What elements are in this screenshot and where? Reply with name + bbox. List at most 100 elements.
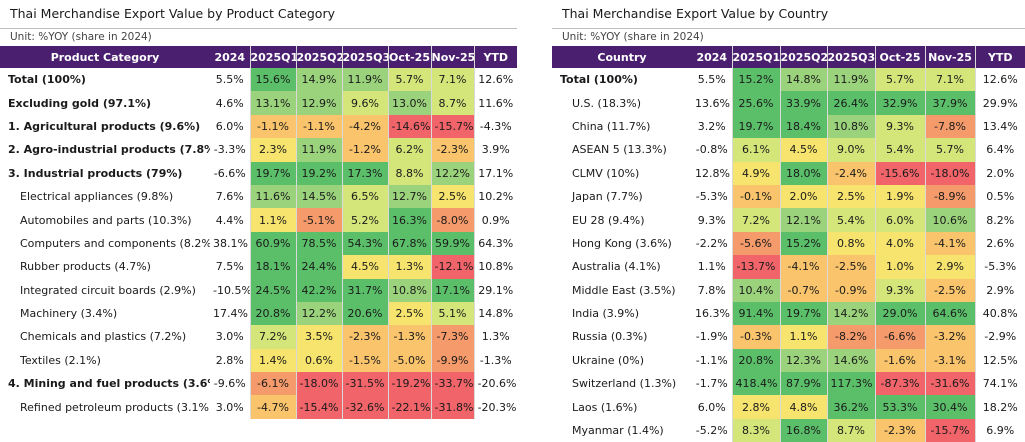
- row-label: Japan (7.7%): [572, 190, 643, 204]
- row-label: Hong Kong (3.6%): [572, 236, 672, 250]
- table-row: ASEAN 5 (13.3%) -0.8% 6.1% 4.5% 9.0% 5.4% 5.7%…: [552, 138, 1025, 162]
- value-2025q3: 2.5%: [826, 184, 875, 209]
- value-nov-25: -18.0%: [924, 161, 975, 185]
- row-label: U.S. (18.3%): [572, 96, 642, 110]
- table-row: Switzerland (1.3%) -1.7% 418.4% 87.9% 117.3%…: [552, 372, 1025, 396]
- value-2025q1: 60.9%: [249, 231, 296, 256]
- table-row: Australia (4.1%) 1.1% -13.7% -4.1% -2.5% 1.0%…: [552, 255, 1025, 279]
- value-ytd: 17.1%: [473, 161, 517, 185]
- value-2024: -5.2%: [695, 424, 728, 438]
- value-nov-25: 8.7%: [430, 91, 474, 115]
- value-2025q1: 2.3%: [249, 138, 296, 162]
- value-2025q3: 17.3%: [341, 161, 388, 185]
- table-row: Rubber products (4.7%) 7.5% 18.1% 24.4% 4.5%…: [0, 255, 517, 279]
- value-2025q3: 11.9%: [341, 68, 388, 92]
- value-2025q2: 87.9%: [779, 372, 827, 396]
- table-row: Japan (7.7%) -5.3% -0.1% 2.0% 2.5% 1.9% -8.9% 0…: [552, 184, 1025, 209]
- value-2024: 7.5%: [215, 260, 244, 274]
- product-category-panel: Thai Merchandise Export Value by Product…: [0, 0, 517, 419]
- value-2024: 7.8%: [697, 283, 726, 297]
- value-nov-25: -15.7%: [430, 114, 474, 139]
- table-row: Refined petroleum products (3.1%) 3.0% -4.…: [0, 395, 517, 419]
- value-ytd: 6.4%: [974, 138, 1025, 162]
- value-ytd: 29.1%: [473, 278, 517, 302]
- value-2025q3: 6.5%: [341, 184, 388, 209]
- table-row: Machinery (3.4%) 17.4% 20.8% 12.2% 20.6% 2.5%…: [0, 301, 517, 326]
- value-oct-25: 5.7%: [387, 68, 431, 92]
- table-row: Textiles (2.1%) 2.8% 1.4% 0.6% -1.5% -5.0% -9.…: [0, 348, 517, 373]
- value-2025q2: 3.5%: [295, 325, 342, 349]
- value-2025q1: 7.2%: [249, 325, 296, 349]
- value-ytd: 2.0%: [974, 161, 1025, 185]
- value-nov-25: -3.1%: [924, 348, 975, 373]
- value-oct-25: 1.0%: [874, 255, 925, 279]
- table-row: Russia (0.3%) -1.9% -0.3% 1.1% -8.2% -6.6% -3.…: [552, 325, 1025, 349]
- row-label: Textiles (2.1%): [20, 353, 101, 367]
- value-oct-25: 5.4%: [874, 138, 925, 162]
- value-2024: -1.7%: [695, 377, 728, 391]
- value-2024: 4.4%: [215, 213, 244, 227]
- value-2025q1: -5.6%: [731, 231, 780, 256]
- value-2024: 4.6%: [215, 96, 244, 110]
- value-2025q3: 26.4%: [826, 91, 875, 115]
- value-oct-25: -6.6%: [874, 325, 925, 349]
- value-2025q2: 33.9%: [779, 91, 827, 115]
- value-nov-25: 37.9%: [924, 91, 975, 115]
- value-2025q3: 117.3%: [826, 372, 875, 396]
- row-label: Laos (1.6%): [572, 400, 638, 414]
- value-2025q1: -0.3%: [731, 325, 780, 349]
- value-nov-25: -4.1%: [924, 231, 975, 256]
- value-2024: 3.0%: [215, 400, 244, 414]
- value-oct-25: 2.5%: [387, 301, 431, 326]
- value-2025q2: 12.2%: [295, 301, 342, 326]
- value-nov-25: 7.1%: [430, 68, 474, 92]
- value-nov-25: -33.7%: [430, 372, 474, 396]
- product-category-table: Product Category 2024 2025Q1 2025Q2 2025…: [0, 46, 517, 419]
- value-ytd: 64.3%: [473, 231, 517, 256]
- value-2025q1: 7.2%: [731, 208, 780, 232]
- value-2025q2: 19.7%: [779, 301, 827, 326]
- value-oct-25: 9.3%: [874, 114, 925, 139]
- value-oct-25: -87.3%: [874, 372, 925, 396]
- row-label: Middle East (3.5%): [572, 283, 676, 297]
- value-oct-25: 4.0%: [874, 231, 925, 256]
- value-oct-25: 29.0%: [874, 301, 925, 326]
- value-2025q1: 6.1%: [731, 138, 780, 162]
- value-2025q3: 9.0%: [826, 138, 875, 162]
- header-2024: 2024: [692, 46, 732, 68]
- value-nov-25: 64.6%: [924, 301, 975, 326]
- value-ytd: 40.8%: [974, 301, 1025, 326]
- table-row: Middle East (3.5%) 7.8% 10.4% -0.7% -0.9% 9.3…: [552, 278, 1025, 302]
- row-label: Electrical appliances (9.8%): [20, 190, 174, 204]
- row-label: India (3.9%): [572, 307, 640, 321]
- value-2025q1: 11.6%: [249, 184, 296, 209]
- value-oct-25: -14.6%: [387, 114, 431, 139]
- value-nov-25: 2.5%: [430, 184, 474, 209]
- value-oct-25: -1.6%: [874, 348, 925, 373]
- value-2024: 5.5%: [215, 73, 244, 87]
- value-2025q3: 0.8%: [826, 231, 875, 256]
- value-ytd: 12.5%: [974, 348, 1025, 373]
- value-nov-25: -12.1%: [430, 255, 474, 279]
- value-2025q3: 36.2%: [826, 395, 875, 419]
- value-2025q1: 8.3%: [731, 418, 780, 442]
- product-table-subtitle: Unit: %YOY (share in 2024): [0, 28, 517, 46]
- header-2025q1: 2025Q1: [731, 46, 780, 68]
- value-ytd: -1.3%: [473, 348, 517, 373]
- value-oct-25: 67.8%: [387, 231, 431, 256]
- value-2025q2: -4.1%: [779, 255, 827, 279]
- value-2025q1: 1.1%: [249, 208, 296, 232]
- value-ytd: 18.2%: [974, 395, 1025, 419]
- value-ytd: 29.9%: [974, 91, 1025, 115]
- value-nov-25: -8.9%: [924, 184, 975, 209]
- header-2025q3: 2025Q3: [341, 46, 388, 68]
- value-nov-25: 2.9%: [924, 255, 975, 279]
- value-2024: -1.1%: [695, 353, 728, 367]
- value-2025q3: 8.7%: [826, 418, 875, 442]
- value-2024: 5.5%: [697, 73, 726, 87]
- value-2025q2: -0.7%: [779, 278, 827, 302]
- value-oct-25: 1.3%: [387, 255, 431, 279]
- row-label: Computers and components (8.2%): [20, 236, 210, 250]
- value-2025q1: -4.7%: [249, 395, 296, 419]
- row-label: EU 28 (9.4%): [572, 213, 645, 227]
